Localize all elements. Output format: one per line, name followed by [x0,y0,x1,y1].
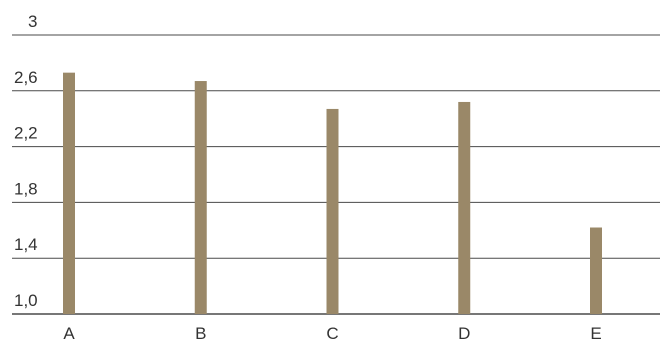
bar-e [590,227,602,314]
x-category-label: A [63,324,75,343]
bar-c [326,108,339,314]
bars [63,72,602,315]
x-category-label: B [195,324,206,343]
x-category-label: C [326,324,338,343]
y-tick-label: 1,4 [14,235,38,254]
y-tick-label: 1,0 [14,291,38,310]
x-category-label: D [458,324,470,343]
y-tick-label: 1,8 [14,179,38,198]
bar-b [194,81,207,314]
y-axis-tick-labels: 1,0 1,4 1,8 2,2 2,6 3 [14,12,38,310]
x-axis-category-labels: A B C D E [63,324,601,343]
x-category-label: E [590,324,601,343]
y-tick-label: 3 [28,12,37,31]
bar-d [458,101,471,315]
y-tick-label: 2,2 [14,124,38,143]
y-tick-label: 2,6 [14,68,38,87]
bar-a [63,72,75,314]
